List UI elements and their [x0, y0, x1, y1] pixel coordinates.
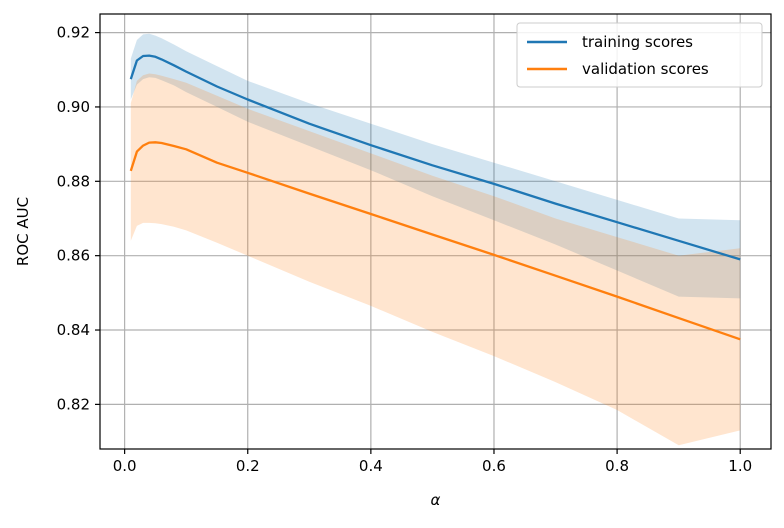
confidence-bands	[130, 33, 741, 446]
y-tick-label: 0.84	[57, 321, 90, 339]
legend-box	[516, 22, 763, 88]
x-tick-label: 1.0	[728, 457, 752, 475]
x-tick-label: 0.8	[605, 457, 629, 475]
y-tick-label: 0.90	[57, 98, 90, 116]
x-axis-title: α	[431, 491, 441, 509]
plot-frame	[99, 13, 772, 450]
y-tick-label: 0.86	[57, 247, 90, 265]
legend: training scores validation scores	[516, 22, 763, 88]
series-lines	[129, 54, 741, 341]
axis-ticks: 0.0 0.2 0.4 0.6 0.8 1.0 0.82 0.84 0.86 0.88 0.90 0.…	[57, 24, 753, 475]
y-tick-label: 0.82	[57, 395, 90, 413]
x-tick-label: 0.0	[113, 457, 137, 475]
y-axis-title: ROC AUC	[14, 197, 32, 266]
x-tick-label: 0.4	[359, 457, 383, 475]
x-tick-label: 0.6	[482, 457, 506, 475]
legend-label-training: training scores	[582, 33, 693, 51]
validation-band	[130, 73, 741, 446]
y-tick-label: 0.92	[57, 24, 90, 42]
training-line	[129, 54, 741, 261]
y-tick-label: 0.88	[57, 172, 90, 190]
legend-label-validation: validation scores	[582, 60, 709, 78]
x-tick-label: 0.2	[236, 457, 260, 475]
validation-line	[129, 141, 741, 341]
